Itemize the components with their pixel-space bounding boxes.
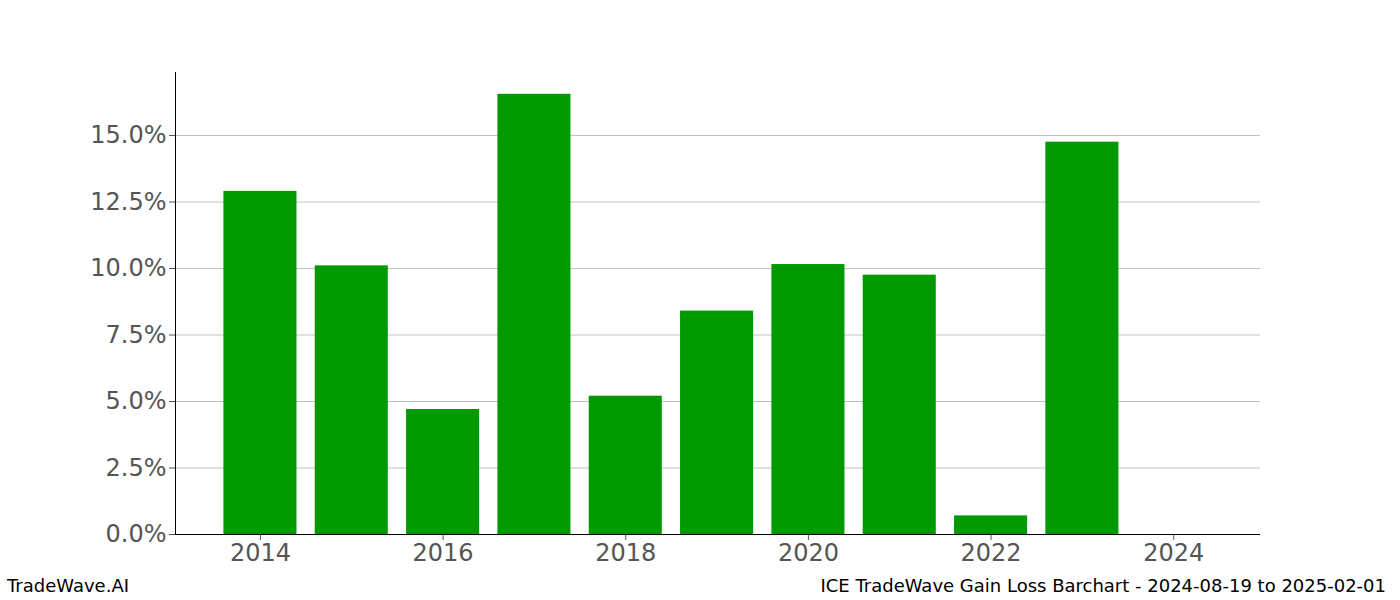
svg-text:2022: 2022 xyxy=(961,539,1022,567)
svg-text:2024: 2024 xyxy=(1143,539,1204,567)
svg-text:12.5%: 12.5% xyxy=(90,188,166,216)
svg-text:2.5%: 2.5% xyxy=(106,454,167,482)
svg-text:2016: 2016 xyxy=(413,539,474,567)
svg-text:2018: 2018 xyxy=(595,539,656,567)
svg-text:0.0%: 0.0% xyxy=(106,520,167,548)
html-text:TradeWave.AI: TradeWave.AI xyxy=(7,575,129,596)
svg-text:7.5%: 7.5% xyxy=(106,321,167,349)
svg-text:5.0%: 5.0% xyxy=(106,387,167,415)
svg-text:2014: 2014 xyxy=(230,539,291,567)
svg-text:15.0%: 15.0% xyxy=(90,121,166,149)
svg-text:10.0%: 10.0% xyxy=(90,254,166,282)
html-text:ICE TradeWave Gain Loss Barcha: ICE TradeWave Gain Loss Barchart - 2024-… xyxy=(820,575,1386,596)
svg-text:2020: 2020 xyxy=(778,539,839,567)
